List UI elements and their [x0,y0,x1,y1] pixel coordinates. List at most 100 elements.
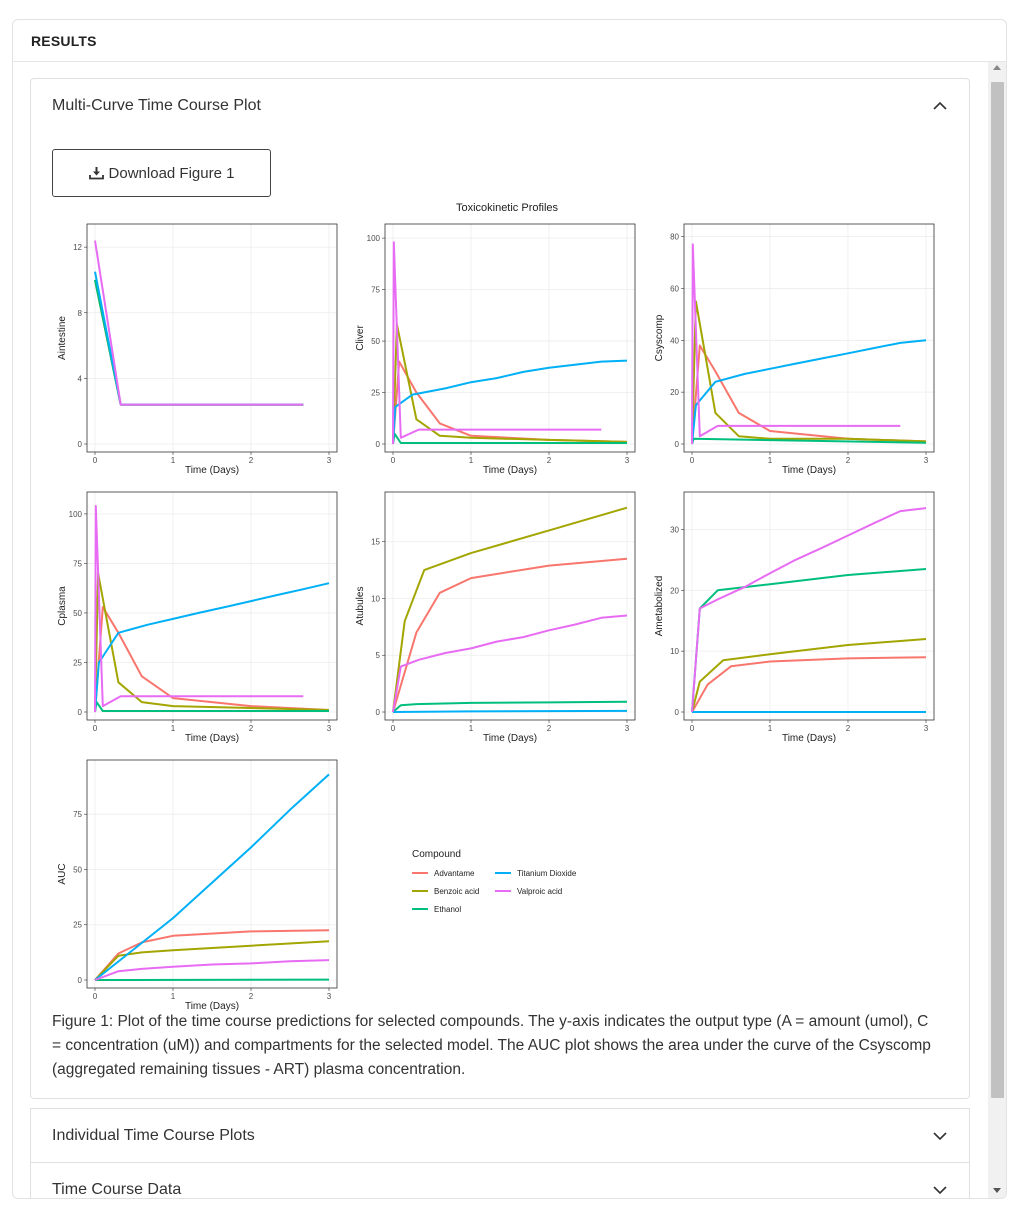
plot-area [86,759,338,989]
x-axis-label: Time (Days) [185,465,239,476]
chevron-down-icon[interactable] [932,1182,948,1198]
series-line-valproic-acid [392,241,602,445]
chart-panel-ametabolized: 0 10 20 30 0 1 2 3 Time (Days) Ametabolized [654,491,935,744]
scroll-up-arrow-icon[interactable] [993,65,1001,70]
accordion-body: Download Figure 1 Toxicokinetic Profiles… [31,133,969,1098]
toxicokinetic-figure: Toxicokinetic Profiles 0 4 8 12 0 1 2 3 Time (Day… [52,199,952,1014]
chart-panel-csyscomp: 0 20 40 60 80 0 1 2 3 Time (Days) Csyscomp [654,223,935,476]
figure-title: Toxicokinetic Profiles [456,202,559,214]
x-tick-label: 2 [249,992,254,1001]
y-tick-label: 0 [376,708,381,717]
y-tick-label: 50 [73,609,82,618]
plot-area [384,223,636,453]
x-tick-label: 2 [547,724,552,733]
series-line-advantame [94,929,330,981]
y-tick-label: 40 [670,336,679,345]
x-axis-label: Time (Days) [483,465,537,476]
series-line-benzoic-acid [691,300,927,445]
plot-area [86,223,338,453]
y-axis-label: Aintestine [57,316,68,360]
y-axis-label: AUC [57,863,68,884]
legend-title: Compound [412,849,461,860]
series-line-valproic-acid [94,959,330,981]
series-line-titanium-dioxide [94,582,330,713]
x-tick-label: 3 [327,724,332,733]
x-axis-label: Time (Days) [782,733,836,744]
y-tick-label: 75 [73,810,82,819]
y-tick-label: 30 [670,525,679,534]
legend-entry: Titanium Dioxide [517,869,577,878]
series-line-benzoic-acid [94,940,330,981]
y-tick-label: 25 [371,389,380,398]
y-tick-label: 15 [371,538,380,547]
accordion-time-course-data[interactable]: Time Course Data [30,1162,970,1198]
download-icon [88,166,104,180]
scrollbar[interactable] [988,62,1006,1198]
x-tick-label: 2 [846,724,851,733]
y-tick-label: 60 [670,284,679,293]
x-tick-label: 3 [625,724,630,733]
y-tick-label: 50 [73,865,82,874]
series-line-benzoic-acid [392,323,628,445]
y-tick-label: 20 [670,388,679,397]
accordion-header-multi-curve[interactable]: Multi-Curve Time Course Plot [31,79,969,133]
x-axis-label: Time (Days) [185,733,239,744]
y-tick-label: 12 [73,243,82,252]
series-line-advantame [392,557,628,713]
download-figure-button[interactable]: Download Figure 1 [52,149,271,197]
accordion-individual-plots[interactable]: Individual Time Course Plots [30,1108,970,1163]
y-tick-label: 5 [376,651,381,660]
y-axis-label: Csyscomp [654,314,665,361]
x-tick-label: 3 [924,456,929,465]
x-tick-label: 0 [93,992,98,1001]
series-line-titanium-dioxide [392,359,628,445]
series-line-titanium-dioxide [94,271,304,406]
x-tick-label: 3 [924,724,929,733]
scroll-down-arrow-icon[interactable] [993,1188,1001,1193]
accordion-title: Time Course Data [52,1180,182,1198]
results-scroll-area: Multi-Curve Time Course Plot Download Fi… [13,62,1006,1198]
x-tick-label: 0 [391,724,396,733]
series-line-valproic-acid [94,240,304,406]
series-line-ethanol [94,279,304,406]
series-line-advantame [691,656,927,713]
series-line-benzoic-acid [392,506,628,713]
series-line-benzoic-acid [94,572,330,713]
y-tick-label: 0 [78,976,83,985]
x-tick-label: 1 [768,456,773,465]
y-tick-label: 0 [675,440,680,449]
legend-entry: Advantame [434,869,475,878]
y-tick-label: 0 [376,440,381,449]
series-line-valproic-acid [691,507,927,713]
x-axis-label: Time (Days) [185,1001,239,1012]
y-axis-label: Atubules [355,587,366,626]
y-tick-label: 25 [73,658,82,667]
x-tick-label: 1 [469,724,474,733]
y-tick-label: 100 [69,510,83,519]
chart-panel-cliver: 0 25 50 75 100 0 1 2 3 Time (Days) Cliver [355,223,636,476]
x-tick-label: 1 [171,724,176,733]
chart-panel-atubules: 0 5 10 15 0 1 2 3 Time (Days) Atubules [355,491,636,744]
x-tick-label: 1 [768,724,773,733]
y-tick-label: 10 [371,594,380,603]
x-tick-label: 3 [327,456,332,465]
series-line-benzoic-acid [94,279,304,406]
download-figure-label: Download Figure 1 [108,164,235,182]
series-line-valproic-acid [392,614,628,713]
chevron-up-icon[interactable] [932,98,948,114]
accordion-title: Individual Time Course Plots [52,1126,255,1144]
x-tick-label: 3 [625,456,630,465]
x-tick-label: 1 [469,456,474,465]
legend-entry: Ethanol [434,905,461,914]
x-tick-label: 0 [93,724,98,733]
scrollbar-thumb[interactable] [991,82,1004,1098]
series-line-advantame [94,606,330,713]
figure-caption: Figure 1: Plot of the time course predic… [52,1013,931,1078]
series-line-titanium-dioxide [392,709,628,713]
series-line-titanium-dioxide [691,339,927,445]
chevron-down-icon[interactable] [932,1128,948,1144]
y-tick-label: 0 [78,708,83,717]
results-title: RESULTS [13,20,1006,62]
y-tick-label: 75 [371,286,380,295]
